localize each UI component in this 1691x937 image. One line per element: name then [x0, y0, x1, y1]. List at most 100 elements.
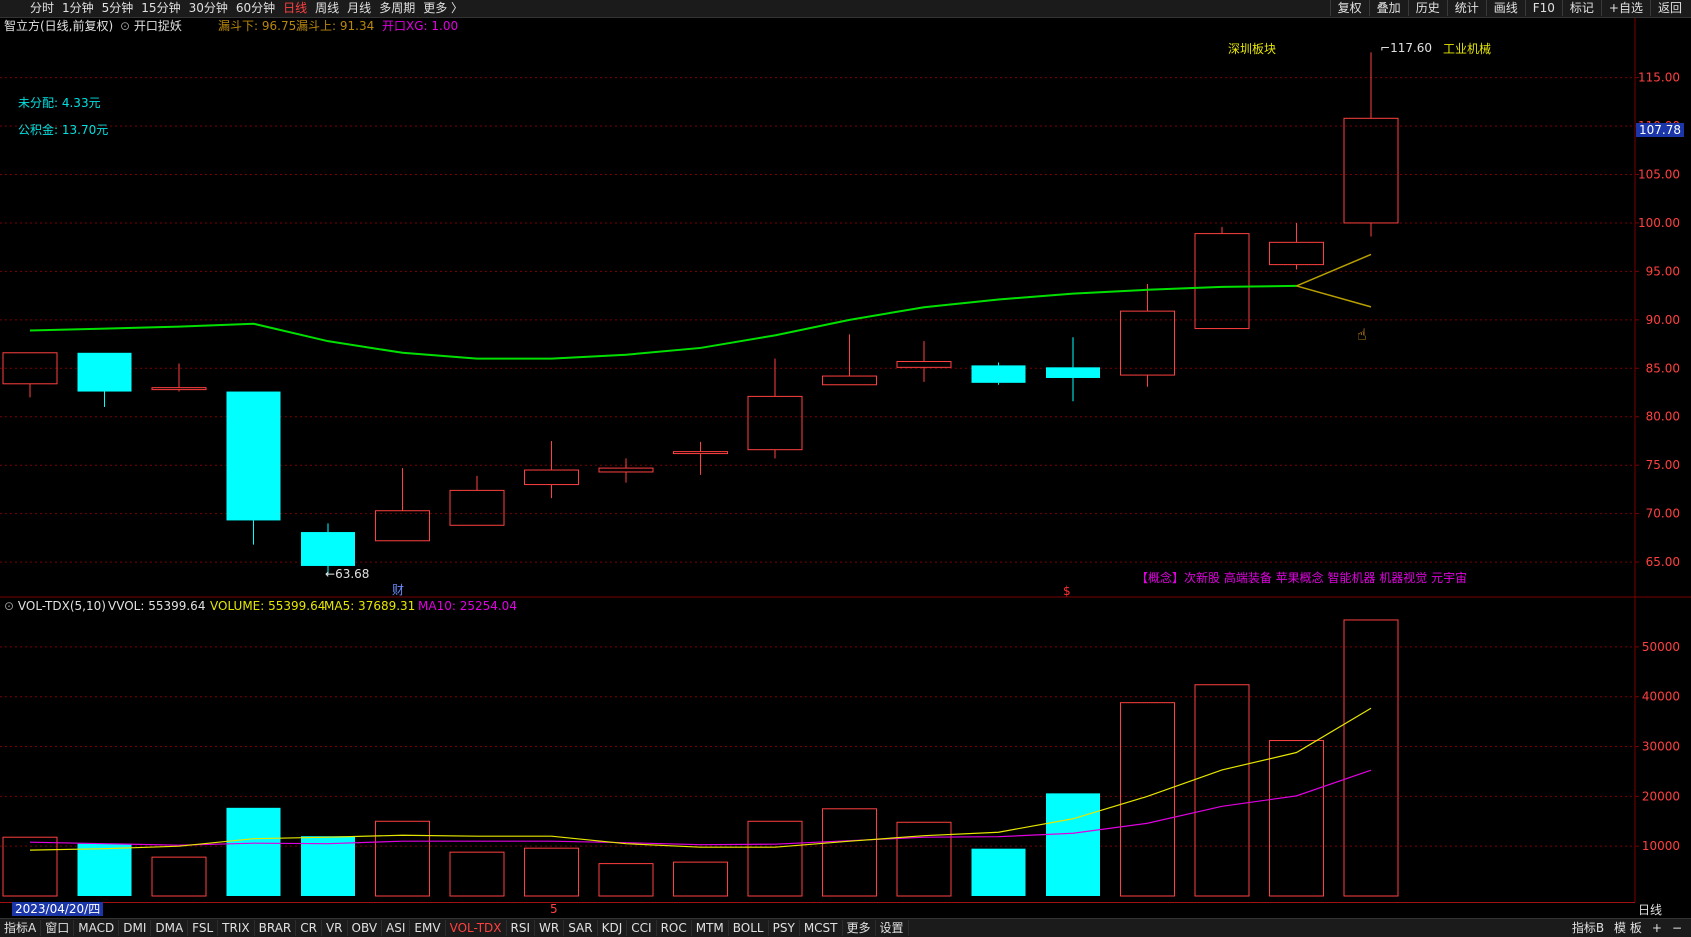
volume-indicator-name[interactable]: ⊙ VOL-TDX(5,10) [4, 599, 106, 613]
s-marker[interactable]: $ [1063, 584, 1071, 598]
period-tab-3[interactable]: 15分钟 [141, 1, 181, 15]
hand-cursor-icon: ☝ [1357, 325, 1367, 344]
volume-bar-up [375, 820, 430, 897]
toolbar-button-5[interactable]: F10 [1524, 0, 1562, 16]
funnel-lower-branch [1296, 285, 1372, 308]
indicator-tab-6[interactable]: TRIX [218, 920, 255, 936]
undistributed-profit: 未分配: 4.33元 [18, 96, 101, 110]
indicator-tab-22[interactable]: PSY [769, 920, 800, 936]
indicator-tab-18[interactable]: CCI [627, 920, 657, 936]
volume-bar-up [598, 863, 654, 897]
candle-up [449, 489, 505, 526]
indicator-name[interactable]: ⊙ 开口捉妖 [120, 19, 182, 33]
price-axis-label: 100.00 [1638, 216, 1680, 230]
indicator-tab-24[interactable]: 更多 [843, 920, 876, 936]
indicator-tab-8[interactable]: CR [296, 920, 322, 936]
volume-toggle-icon[interactable]: ⊙ [4, 599, 15, 613]
candle-up [598, 467, 654, 473]
template-button-2[interactable]: + [1651, 921, 1662, 935]
price-axis-label: 65.00 [1646, 555, 1680, 569]
volume-axis-label: 10000 [1642, 839, 1680, 853]
indicator-tab-5[interactable]: FSL [188, 920, 219, 936]
indicator-tab-23[interactable]: MCST [800, 920, 843, 936]
indicator-tab-9[interactable]: VR [322, 920, 348, 936]
indicator-tab-2[interactable]: MACD [74, 920, 120, 936]
toolbar-button-3[interactable]: 统计 [1446, 0, 1486, 16]
toolbar-right-buttons: 复权 叠加 历史 统计 画线 F10 标记 +自选 返回 [1329, 0, 1689, 16]
indicator-tabs: 指标A 窗口 MACD DMI DMA FSL TRIX BRAR CR VR OBV ASI EMV V… [0, 920, 909, 936]
volume-value: VOLUME: 55399.64 [210, 599, 326, 613]
candle-down [301, 532, 355, 566]
toolbar-button-6[interactable]: 标记 [1561, 0, 1601, 16]
capital-reserve: 公积金: 13.70元 [18, 123, 109, 137]
indicator-tab-10[interactable]: OBV [348, 920, 383, 936]
volume-bar-down [1046, 793, 1100, 896]
period-tab-6[interactable]: 日线 [283, 1, 308, 15]
toolbar-button-2[interactable]: 历史 [1407, 0, 1447, 16]
indicator-tab-19[interactable]: ROC [657, 920, 692, 936]
stock-title: 智立方(日线,前复权) [4, 19, 114, 33]
candle-up [375, 510, 430, 542]
high-price-label: ⌐117.60 [1380, 41, 1433, 55]
indicator-tab-0[interactable]: 指标A [0, 920, 42, 936]
period-tab-10[interactable]: 更多 〉 [423, 1, 464, 15]
candle-up [1194, 233, 1250, 330]
low-price-label: ←63.68 [325, 567, 370, 581]
template-button-0[interactable]: 指标B [1571, 921, 1605, 935]
candle-up [896, 361, 952, 368]
vol-ma5-value: MA5: 37689.31 [324, 599, 416, 613]
price-axis-label: 85.00 [1646, 361, 1680, 375]
sector-label[interactable]: 深圳板块 [1228, 42, 1277, 56]
indicator-tab-4[interactable]: DMA [151, 920, 189, 936]
indicator-toggle-icon[interactable]: ⊙ [120, 19, 131, 33]
industry-label[interactable]: 工业机械 [1443, 42, 1492, 56]
indicator-tab-3[interactable]: DMI [119, 920, 152, 936]
price-axis-label: 80.00 [1646, 410, 1680, 424]
low-arrow-icon: ← [325, 567, 336, 581]
candle-up [2, 352, 58, 385]
period-tab-5[interactable]: 60分钟 [235, 1, 276, 15]
indicator-tab-15[interactable]: WR [535, 920, 565, 936]
indicator-tab-7[interactable]: BRAR [255, 920, 297, 936]
indicator-tab-12[interactable]: EMV [410, 920, 446, 936]
candle-up [1343, 117, 1399, 224]
indicator-tab-13[interactable]: VOL-TDX [446, 920, 507, 936]
indicator-tab-11[interactable]: ASI [382, 920, 411, 936]
finance-marker[interactable]: 财 [392, 583, 405, 597]
volume-bar-up [673, 861, 728, 897]
volume-bar-up [1194, 684, 1250, 897]
vol-ma5-line [29, 707, 1372, 851]
toolbar-button-0[interactable]: 复权 [1329, 0, 1369, 16]
indicator-tab-21[interactable]: BOLL [729, 920, 769, 936]
indicator-tab-20[interactable]: MTM [692, 920, 729, 936]
template-button-1[interactable]: 模 板 [1614, 921, 1642, 935]
period-tab-1[interactable]: 1分钟 [62, 1, 94, 15]
period-tab-7[interactable]: 周线 [315, 1, 340, 15]
volume-bar-up [524, 847, 579, 897]
period-tab-9[interactable]: 多周期 [379, 1, 416, 15]
indicator-tab-1[interactable]: 窗口 [41, 920, 75, 936]
volume-axis-label: 30000 [1642, 740, 1680, 754]
candle-up [1120, 310, 1175, 376]
toolbar-button-8[interactable]: 返回 [1649, 0, 1689, 16]
volume-bar-down [226, 807, 281, 896]
toolbar-button-7[interactable]: +自选 [1600, 0, 1650, 16]
period-tab-2[interactable]: 5分钟 [101, 1, 134, 15]
period-tab-8[interactable]: 月线 [347, 1, 372, 15]
candle-up [524, 469, 579, 486]
period-tab-4[interactable]: 30分钟 [188, 1, 228, 15]
cursor-date: 2023/04/20/四 [12, 902, 104, 916]
candle-up [1269, 241, 1324, 266]
indicator-tab-17[interactable]: KDJ [598, 920, 628, 936]
toolbar-button-1[interactable]: 叠加 [1368, 0, 1408, 16]
template-button-3[interactable]: − [1671, 921, 1682, 935]
toolbar-button-4[interactable]: 画线 [1485, 0, 1525, 16]
period-tab-0[interactable]: 分时 [30, 1, 55, 15]
volume-bar-up [1343, 619, 1399, 897]
indicator-tab-16[interactable]: SAR [564, 920, 598, 936]
indicator-tab-25[interactable]: 设置 [876, 920, 909, 936]
candle-down [971, 365, 1026, 383]
indicator-tab-bar: 指标A 窗口 MACD DMI DMA FSL TRIX BRAR CR VR OBV ASI EMV V… [0, 918, 1691, 937]
indicator-tab-14[interactable]: RSI [507, 920, 536, 936]
